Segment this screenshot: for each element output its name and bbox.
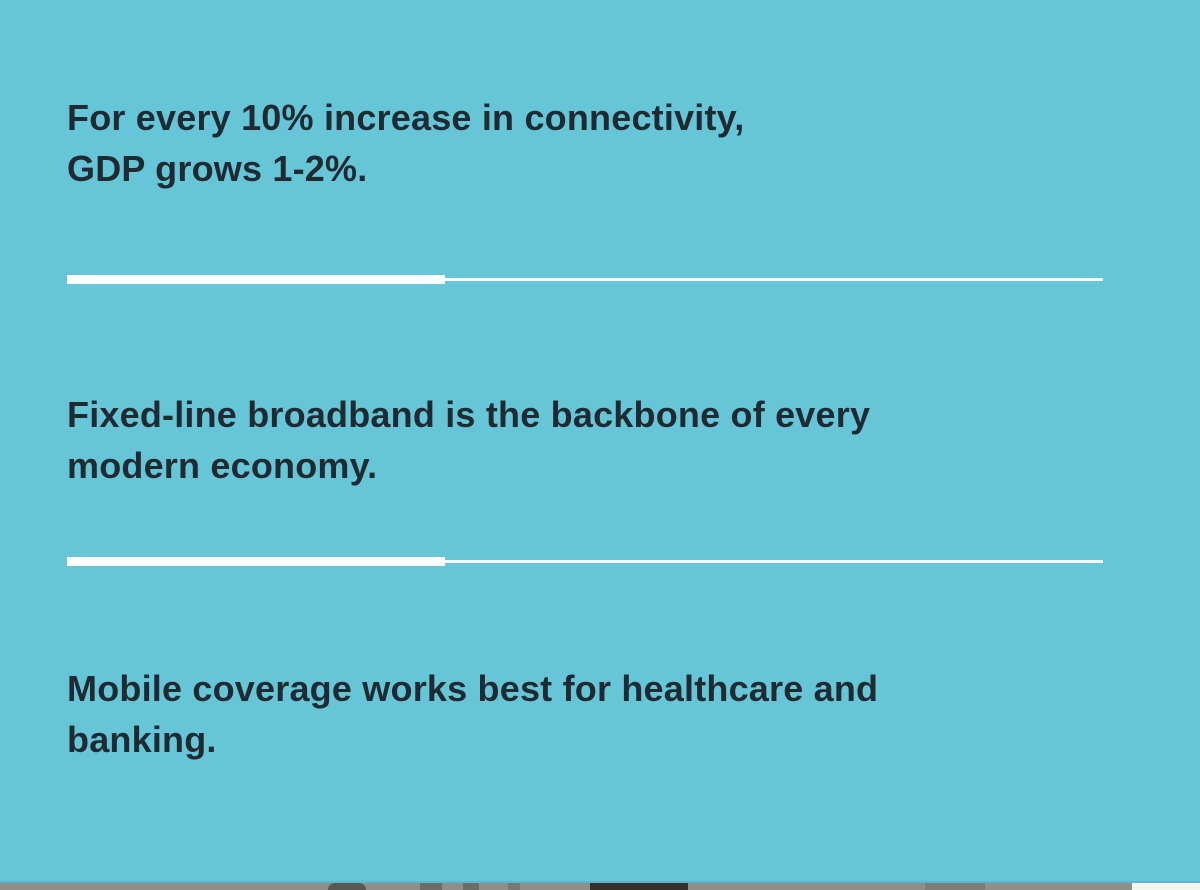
statement-mobile-coverage: Mobile coverage works best for healthcar… [67,663,1127,765]
photo-edge-detail [590,883,688,890]
section-divider [67,557,1103,566]
divider-thick-segment [67,557,445,566]
statement-connectivity-gdp: For every 10% increase in connectivity, … [67,92,1127,194]
divider-thin-segment [445,560,1103,563]
photo-edge-detail [508,883,520,890]
section-divider [67,275,1103,284]
statement-line: Fixed-line broadband is the backbone of … [67,394,871,435]
divider-thin-segment [445,278,1103,281]
statement-line: Mobile coverage works best for healthcar… [67,668,879,709]
photo-edge-strip [0,881,1200,890]
photo-edge-detail [463,883,479,890]
photo-edge-detail [420,883,442,890]
statement-line: banking. [67,719,217,760]
statement-line: GDP grows 1-2%. [67,148,368,189]
statement-fixed-line-broadband: Fixed-line broadband is the backbone of … [67,389,1127,491]
photo-edge-shadow [0,881,1200,883]
statement-line: For every 10% increase in connectivity, [67,97,745,138]
photo-edge-detail [328,883,366,890]
photo-edge-detail [925,883,985,890]
photo-edge-highlight [1132,883,1200,890]
statement-line: modern economy. [67,445,378,486]
divider-thick-segment [67,275,445,284]
